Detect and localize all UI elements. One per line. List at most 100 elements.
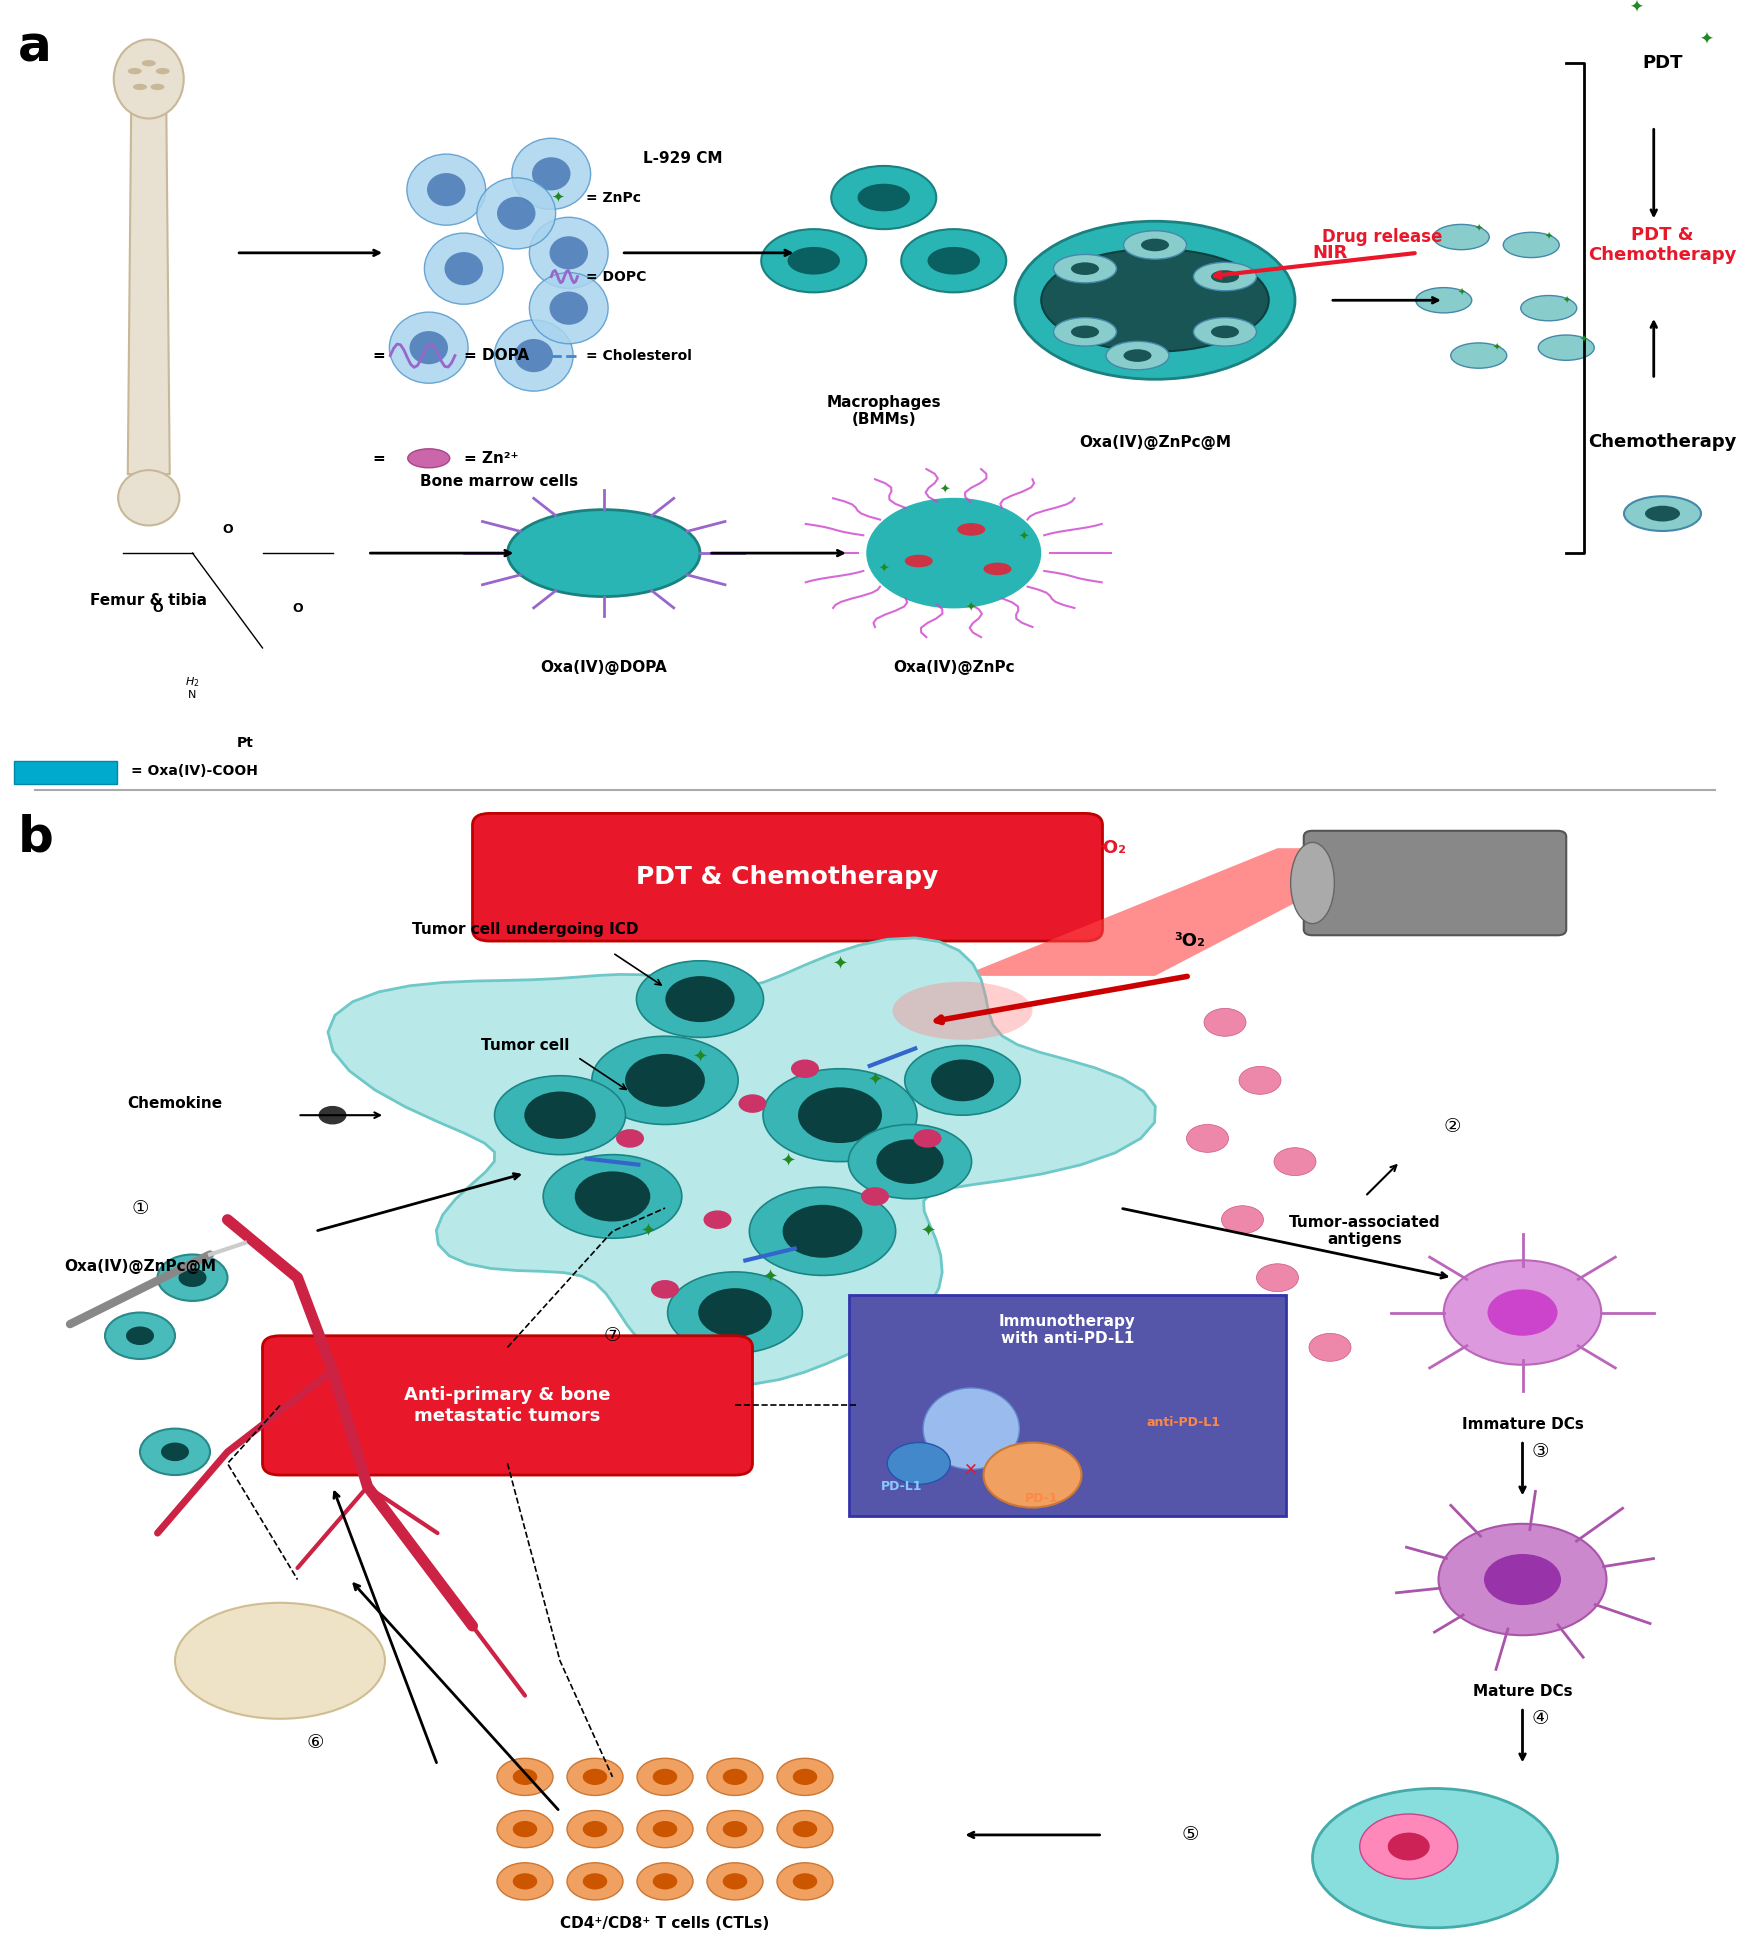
Text: PDT: PDT (1642, 55, 1684, 72)
Circle shape (1624, 496, 1701, 531)
Ellipse shape (114, 39, 184, 119)
Text: PDT &
Chemotherapy: PDT & Chemotherapy (1589, 226, 1736, 263)
Circle shape (1451, 343, 1507, 369)
Circle shape (1388, 1832, 1430, 1861)
Ellipse shape (406, 154, 486, 224)
Circle shape (133, 84, 147, 90)
Text: O: O (152, 603, 163, 615)
Circle shape (777, 1863, 833, 1900)
Circle shape (158, 1254, 228, 1301)
Circle shape (318, 1106, 346, 1124)
Text: ✦: ✦ (693, 1048, 707, 1065)
Circle shape (738, 1095, 766, 1112)
Circle shape (178, 1268, 206, 1288)
Circle shape (1645, 505, 1680, 521)
Circle shape (567, 1863, 623, 1900)
Ellipse shape (668, 1272, 802, 1354)
Text: O: O (222, 523, 233, 537)
Circle shape (793, 1820, 817, 1838)
Circle shape (957, 523, 985, 537)
Circle shape (707, 1863, 763, 1900)
Ellipse shape (928, 248, 980, 275)
Circle shape (1438, 1524, 1607, 1635)
Circle shape (1488, 1290, 1558, 1336)
Ellipse shape (866, 498, 1041, 609)
Ellipse shape (175, 1604, 385, 1719)
Circle shape (1106, 341, 1169, 371)
Text: = ZnPc: = ZnPc (586, 191, 640, 205)
Circle shape (1071, 326, 1099, 338)
Circle shape (861, 1186, 889, 1206)
Text: a: a (18, 23, 51, 72)
Circle shape (782, 1206, 863, 1258)
Text: ✦: ✦ (940, 484, 950, 496)
Circle shape (798, 1087, 882, 1143)
Text: CD4⁺/CD8⁺ T cells (CTLs): CD4⁺/CD8⁺ T cells (CTLs) (560, 1916, 770, 1931)
Text: ✦: ✦ (1580, 336, 1587, 345)
Text: Oxa(IV)@ZnPc: Oxa(IV)@ZnPc (892, 659, 1015, 675)
Text: Mature DCs: Mature DCs (1474, 1684, 1572, 1699)
Ellipse shape (788, 248, 840, 275)
Ellipse shape (511, 139, 590, 209)
Circle shape (877, 1139, 943, 1184)
Ellipse shape (528, 217, 609, 289)
Text: Tumor cell: Tumor cell (481, 1038, 569, 1054)
Circle shape (161, 1442, 189, 1461)
Ellipse shape (528, 273, 609, 343)
Circle shape (1054, 318, 1116, 345)
Circle shape (1239, 1438, 1281, 1465)
Circle shape (1360, 1814, 1458, 1879)
Text: ✦: ✦ (1545, 232, 1552, 242)
Circle shape (665, 976, 735, 1022)
Text: PD-1: PD-1 (1024, 1493, 1059, 1504)
Circle shape (1186, 1124, 1228, 1153)
Circle shape (1071, 261, 1099, 275)
Text: = Oxa(IV)-COOH: = Oxa(IV)-COOH (131, 765, 259, 778)
Circle shape (1169, 1299, 1211, 1327)
Ellipse shape (892, 981, 1032, 1040)
Polygon shape (327, 938, 1155, 1385)
Circle shape (616, 1130, 644, 1147)
FancyBboxPatch shape (473, 814, 1102, 940)
Text: Pt: Pt (236, 736, 254, 749)
Text: Drug release: Drug release (1323, 228, 1442, 246)
Circle shape (637, 1863, 693, 1900)
Circle shape (1124, 349, 1152, 361)
Text: Oxa(IV)@ZnPc@M: Oxa(IV)@ZnPc@M (65, 1258, 215, 1274)
Ellipse shape (905, 1046, 1020, 1116)
Text: ✦: ✦ (1018, 531, 1029, 544)
Text: Anti-primary & bone
metastatic tumors: Anti-primary & bone metastatic tumors (404, 1385, 611, 1424)
Text: b: b (18, 814, 54, 862)
Ellipse shape (924, 1387, 1020, 1469)
Text: ✦: ✦ (551, 189, 564, 205)
Ellipse shape (849, 1124, 971, 1198)
Text: ✦: ✦ (833, 956, 847, 974)
Circle shape (723, 1770, 747, 1785)
Text: Chemokine: Chemokine (128, 1096, 222, 1110)
Circle shape (1222, 1206, 1264, 1233)
Text: NIR: NIR (1312, 244, 1348, 261)
Circle shape (1194, 318, 1256, 345)
Ellipse shape (476, 178, 556, 250)
Text: ✦: ✦ (780, 1153, 794, 1171)
Circle shape (931, 1059, 994, 1100)
Circle shape (1124, 230, 1186, 259)
Circle shape (1274, 1147, 1316, 1176)
Polygon shape (963, 849, 1400, 976)
Text: ✦: ✦ (1475, 224, 1482, 234)
Circle shape (653, 1820, 677, 1838)
Circle shape (126, 1327, 154, 1344)
Text: ✕: ✕ (964, 1459, 978, 1479)
Text: L-929 CM: L-929 CM (642, 150, 723, 166)
Circle shape (513, 1873, 537, 1889)
Text: Femur & tibia: Femur & tibia (91, 593, 206, 607)
Circle shape (1204, 1379, 1246, 1409)
Circle shape (793, 1770, 817, 1785)
Circle shape (1239, 1067, 1281, 1095)
Ellipse shape (749, 1186, 896, 1276)
Circle shape (777, 1811, 833, 1848)
Text: ✦: ✦ (920, 1221, 934, 1241)
Circle shape (723, 1873, 747, 1889)
Circle shape (698, 1288, 772, 1336)
Circle shape (583, 1820, 607, 1838)
